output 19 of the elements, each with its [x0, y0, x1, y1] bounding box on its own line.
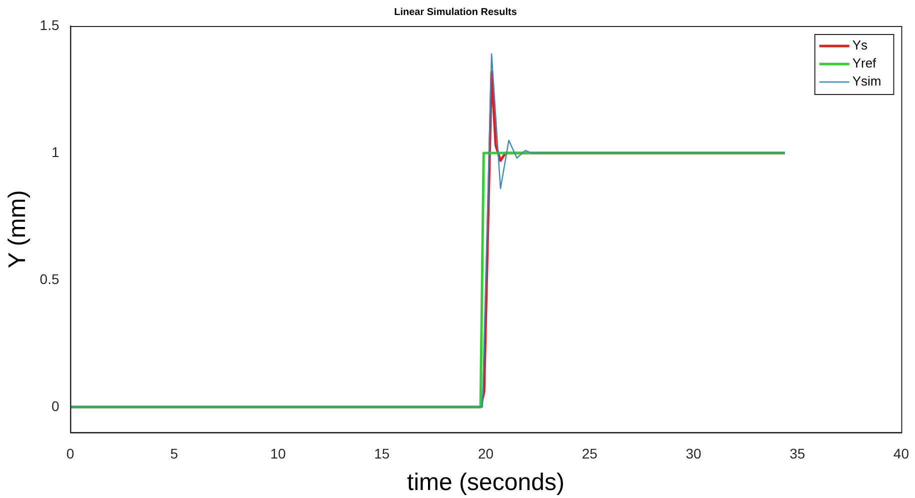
legend-label: Ys [852, 38, 868, 53]
legend-label: Yref [852, 56, 877, 71]
x-tick-label: 0 [66, 446, 74, 462]
x-tick-label: 15 [374, 446, 390, 462]
y-tick-label: 0.5 [40, 270, 60, 287]
x-tick-label: 30 [686, 446, 702, 462]
x-tick-label: 35 [790, 446, 806, 462]
x-tick-label: 40 [893, 446, 910, 462]
legend-label: Ysim [852, 74, 882, 89]
y-tick-label: 0 [51, 398, 60, 414]
y-tick-label: 1 [51, 144, 60, 160]
chart-title: Linear Simulation Results [394, 6, 518, 18]
x-tick-label: 20 [478, 446, 494, 462]
x-tick-label: 10 [270, 446, 286, 462]
y-tick-label: 1.5 [40, 16, 60, 33]
x-axis-title: time (seconds) [407, 469, 564, 496]
y-axis-title: Y (mm) [4, 190, 32, 268]
x-tick-label: 25 [582, 446, 598, 462]
x-tick-label: 5 [170, 446, 178, 462]
